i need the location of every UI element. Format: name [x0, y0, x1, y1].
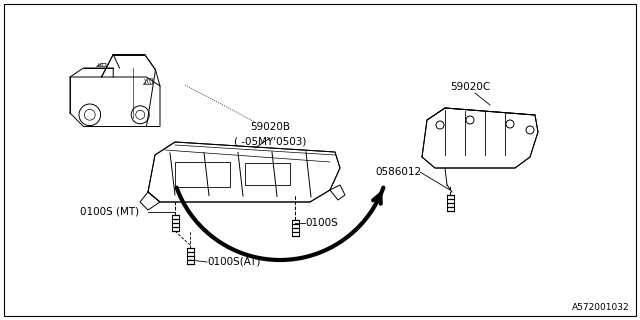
Text: 0100S(AT): 0100S(AT): [207, 257, 260, 267]
Text: 0100S (MT): 0100S (MT): [80, 207, 139, 217]
Text: 0586012: 0586012: [375, 167, 421, 177]
Polygon shape: [148, 142, 340, 202]
Text: 0100S: 0100S: [305, 218, 338, 228]
Text: ( -05MY'0503): ( -05MY'0503): [234, 137, 306, 147]
Bar: [245, 163, 290, 185]
Bar: [175, 162, 230, 187]
Text: 59020C: 59020C: [450, 82, 490, 92]
Text: 59020B: 59020B: [250, 122, 290, 132]
Text: A572001032: A572001032: [572, 303, 630, 312]
Polygon shape: [422, 108, 538, 168]
